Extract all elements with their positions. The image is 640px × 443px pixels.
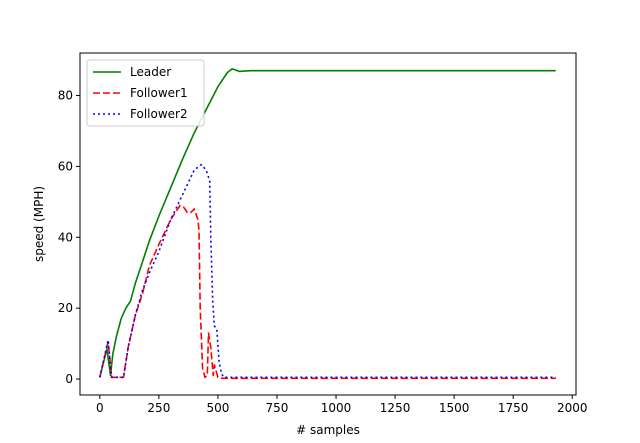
x-tick-label: 1500: [439, 401, 470, 415]
y-tick-label: 80: [58, 89, 73, 103]
x-tick-label: 2000: [557, 401, 588, 415]
x-tick-label: 1000: [321, 401, 352, 415]
axes-frame: [79, 52, 577, 396]
y-tick-label: 40: [58, 230, 73, 244]
x-tick-label: 750: [266, 401, 289, 415]
y-tick-label: 20: [58, 301, 73, 315]
legend-label-follower1: Follower1: [130, 86, 188, 100]
x-tick-label: 1750: [498, 401, 529, 415]
legend: Leader Follower1 Follower2: [86, 59, 205, 127]
legend-label-leader: Leader: [130, 65, 171, 79]
y-axis-ticks: 0 20 40 60 80: [58, 89, 80, 386]
x-axis-ticks: 0 250 500 750 1000 1250 1500 1750 2000: [96, 395, 587, 415]
y-tick-label: 0: [65, 372, 73, 386]
y-tick-label: 60: [58, 159, 73, 173]
legend-box: [86, 59, 205, 127]
legend-label-follower2: Follower2: [130, 107, 188, 121]
x-tick-label: 250: [147, 401, 170, 415]
x-axis-label: # samples: [296, 423, 360, 437]
x-tick-label: 1250: [380, 401, 411, 415]
x-tick-label: 0: [96, 401, 104, 415]
x-tick-label: 500: [206, 401, 229, 415]
y-axis-label: speed (MPH): [32, 186, 46, 262]
